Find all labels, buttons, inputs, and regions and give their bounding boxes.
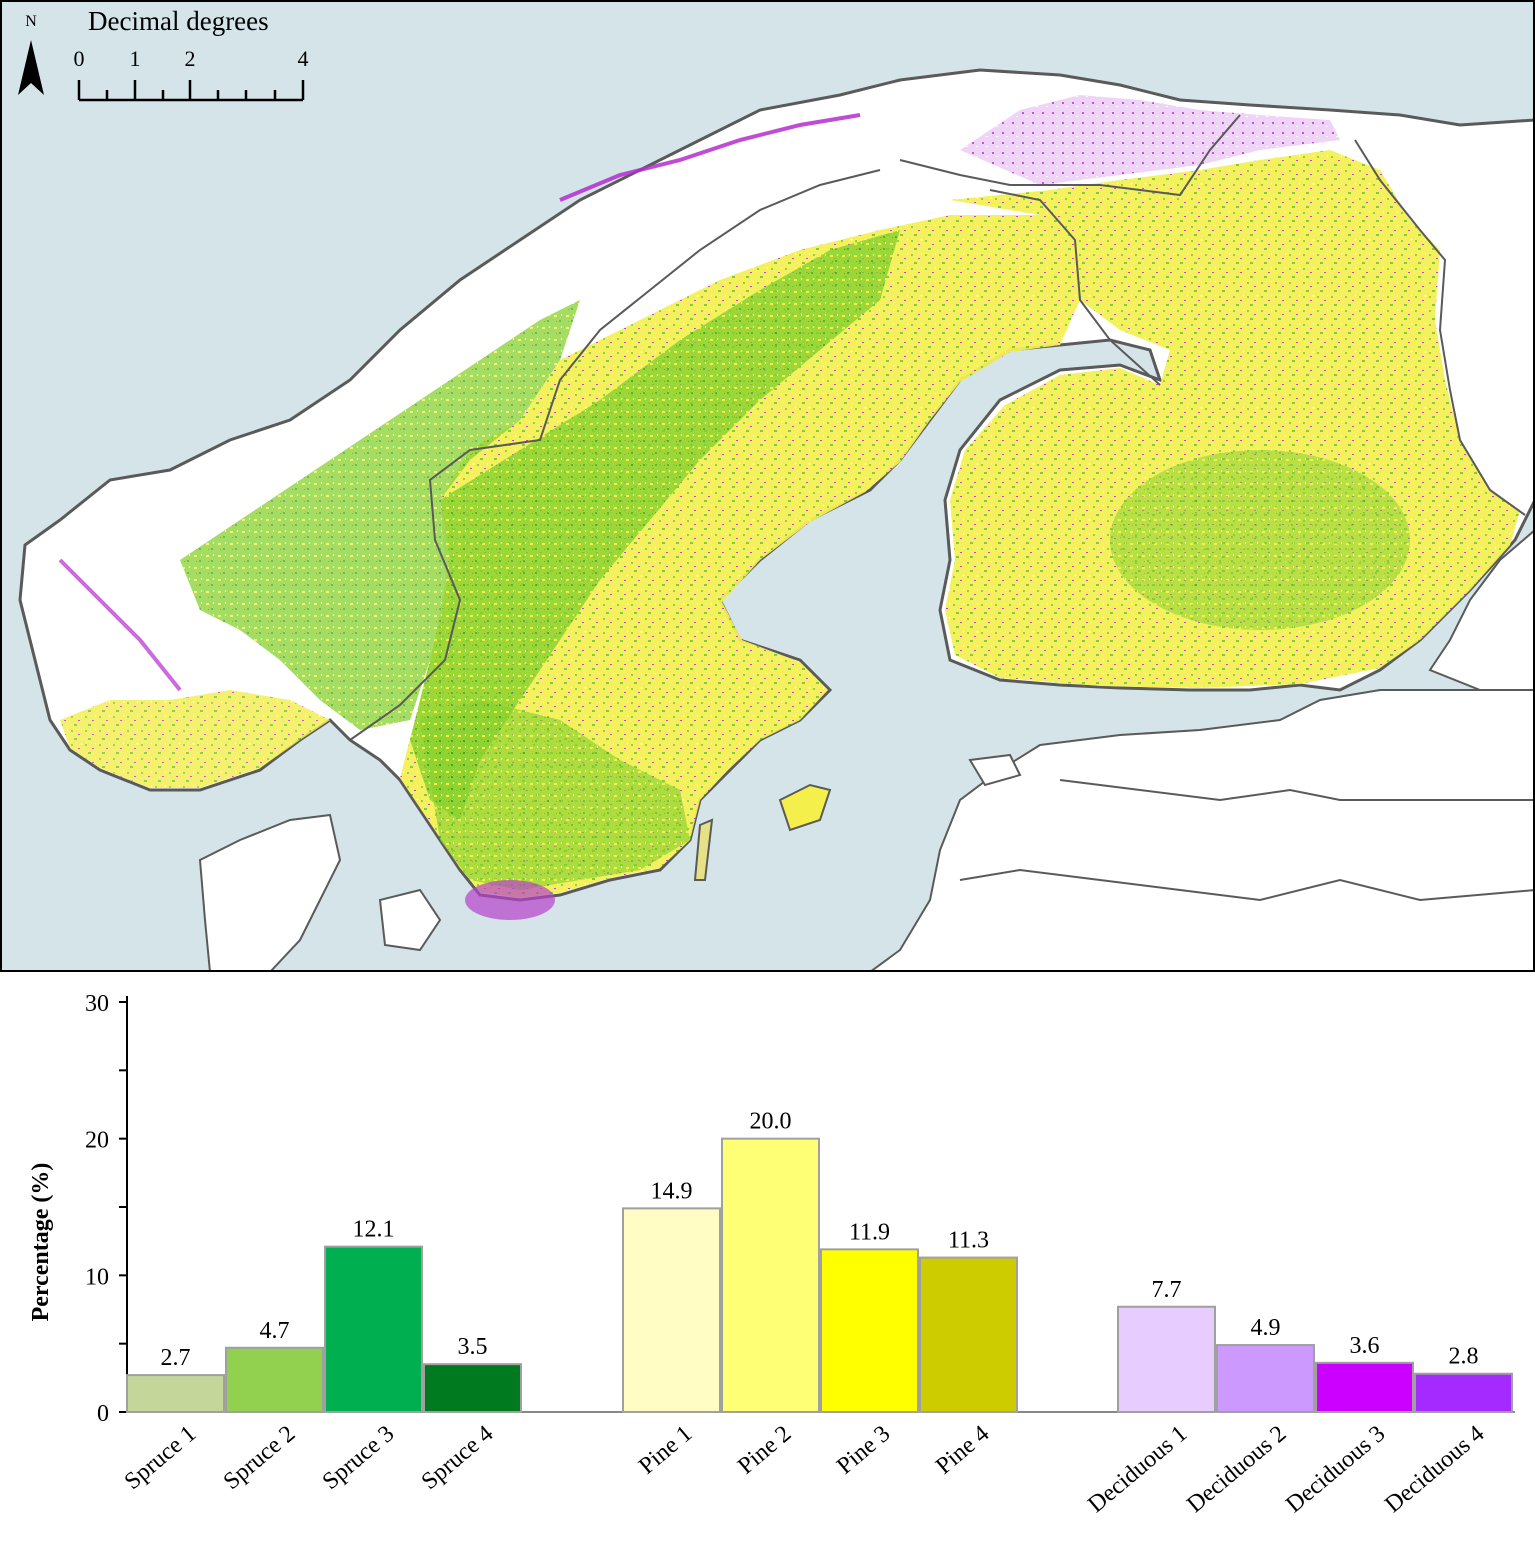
bar-value-label: 2.7 (161, 1345, 191, 1371)
vegetation-sweden-spruce (410, 230, 900, 820)
category-label: Pine 4 (931, 1421, 994, 1480)
bar-value-label: 3.5 (458, 1334, 488, 1360)
bar-value-label: 4.7 (260, 1318, 290, 1344)
bar (622, 1207, 721, 1413)
bar (820, 1248, 919, 1413)
scale-title: Decimal degrees (88, 6, 269, 36)
scale-tick-4: 4 (298, 46, 309, 71)
bar-value-label: 11.9 (849, 1219, 890, 1245)
y-axis-label: Percentage (%) (28, 1163, 54, 1322)
vegetation-finland-spruce (1110, 450, 1410, 630)
map-frame (0, 0, 1535, 972)
land-denmark (198, 813, 342, 972)
border-norway-sweden (349, 169, 881, 741)
vegetation-norway-coast-deciduous (559, 113, 861, 202)
border-norway-finland (899, 114, 1241, 197)
bar-value-label: 3.6 (1350, 1333, 1380, 1359)
category-label: Deciduous 3 (1281, 1421, 1390, 1518)
land-saaremaa (968, 753, 1022, 787)
north-arrow: N (18, 13, 44, 95)
bar (126, 1374, 225, 1414)
category-label: Deciduous 4 (1380, 1421, 1489, 1518)
category-label: Spruce 3 (318, 1421, 400, 1495)
bar-value-label: 4.9 (1251, 1315, 1281, 1341)
vegetation-south-sweden-spruce (420, 700, 690, 890)
bar (1414, 1372, 1513, 1414)
north-label: N (25, 13, 37, 30)
land-russia (1428, 528, 1535, 691)
land-gotland (778, 783, 832, 832)
bar (1216, 1344, 1315, 1413)
bar-value-label: 2.8 (1449, 1344, 1479, 1370)
map-panel: N Decimal degrees 0 1 2 4 (0, 0, 1535, 972)
vegetation-sw-norway-deciduous (58, 558, 182, 692)
bar (1315, 1361, 1414, 1413)
bar-value-label: 20.0 (750, 1109, 792, 1135)
north-arrow-icon (18, 40, 44, 95)
map-svg: N Decimal degrees 0 1 2 4 (0, 0, 1535, 972)
vegetation-norway-south (60, 690, 330, 788)
y-tick-label: 10 (85, 1264, 109, 1290)
border-baltics-2 (959, 868, 1535, 902)
y-tick-label: 30 (85, 991, 109, 1017)
bar (423, 1363, 522, 1413)
land-baltics (868, 689, 1535, 972)
land-zealand (378, 888, 442, 952)
y-tick-label: 20 (85, 1128, 109, 1154)
vegetation-north-deciduous (960, 95, 1340, 185)
bar-value-label: 11.3 (948, 1228, 989, 1254)
chart-panel: 0 10 20 30 2.7 Spruce 1 4.7 Spruce 2 12.1 Spruce … (0, 972, 1535, 1543)
scale-tick-2: 2 (185, 46, 196, 71)
border-finland-russia (1354, 139, 1526, 516)
bar-value-label: 12.1 (353, 1217, 395, 1243)
bar (225, 1346, 324, 1413)
category-label: Deciduous 1 (1083, 1421, 1192, 1518)
bar (919, 1256, 1018, 1414)
category-label: Spruce 1 (120, 1421, 202, 1495)
category-label: Pine 1 (634, 1421, 697, 1480)
vegetation-norway (180, 300, 580, 730)
category-label: Pine 3 (832, 1421, 895, 1480)
category-label: Pine 2 (733, 1421, 796, 1480)
bar-value-label: 14.9 (651, 1178, 693, 1204)
scale-bar: Decimal degrees 0 1 2 4 (74, 6, 309, 102)
scale-line (77, 80, 305, 102)
y-tick-label: 0 (97, 1401, 109, 1427)
category-label: Spruce 4 (417, 1421, 499, 1495)
scale-tick-0: 0 (74, 46, 85, 71)
bar-chart: 0 10 20 30 2.7 Spruce 1 4.7 Spruce 2 12.1 Spruce … (28, 991, 1515, 1518)
category-label: Deciduous 2 (1182, 1421, 1291, 1518)
category-label: Spruce 2 (219, 1421, 301, 1495)
border-sweden-finland (989, 189, 1161, 386)
vegetation-skane (465, 880, 555, 920)
bar (1117, 1305, 1216, 1413)
bar-value-label: 7.7 (1152, 1277, 1182, 1303)
bar (721, 1137, 820, 1414)
border-baltics-1 (1059, 779, 1535, 802)
land-oland (693, 818, 714, 881)
scale-tick-1: 1 (130, 46, 141, 71)
bar (324, 1245, 423, 1413)
